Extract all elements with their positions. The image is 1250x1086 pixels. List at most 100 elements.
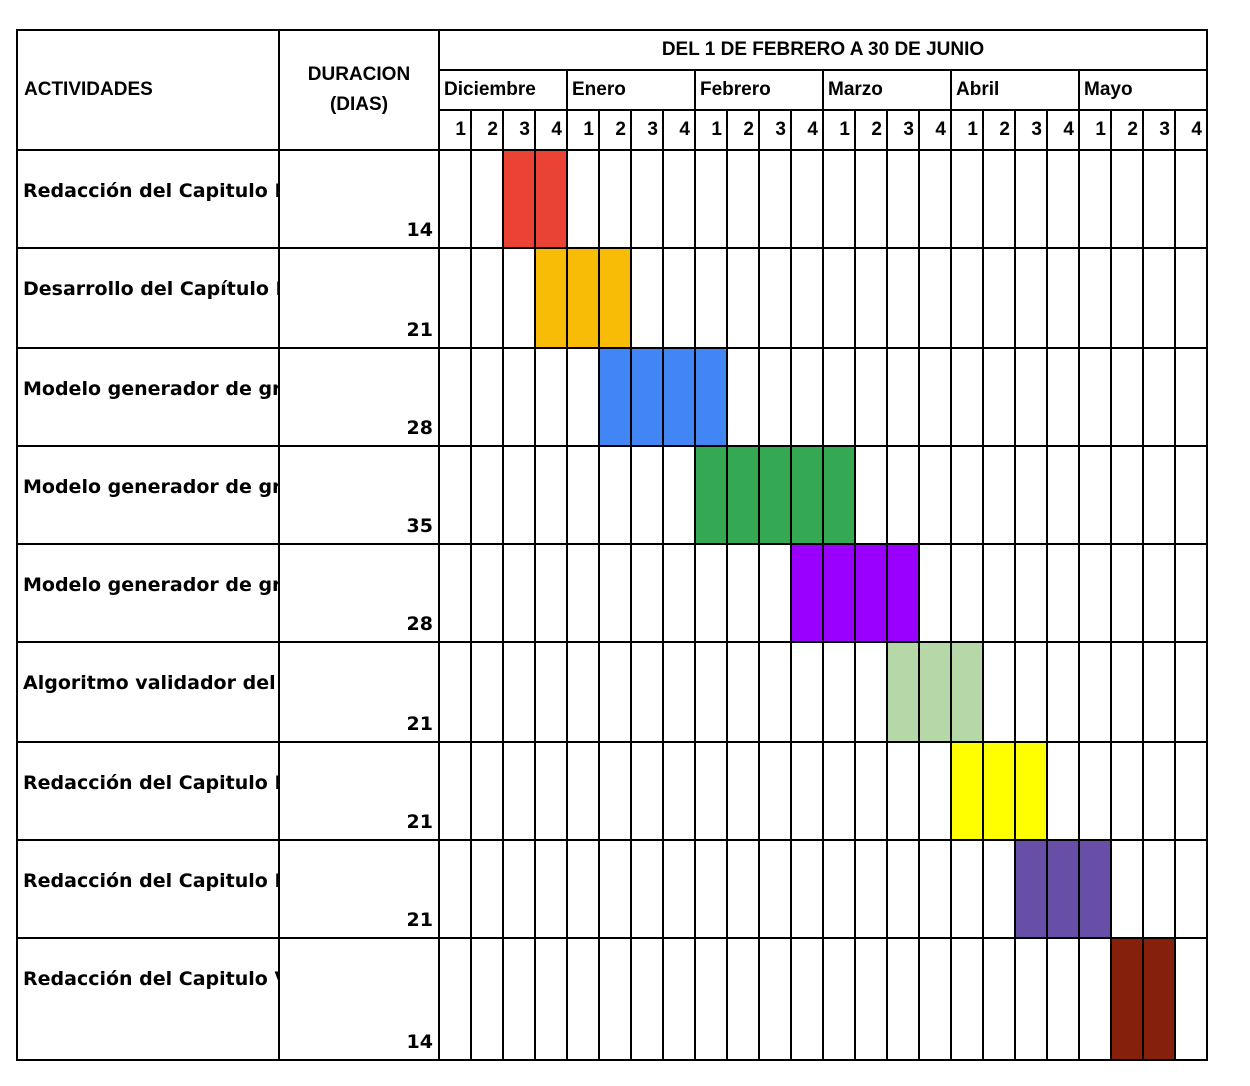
week-header: 4 bbox=[662, 109, 696, 151]
gantt-empty-cell bbox=[1014, 347, 1048, 447]
gantt-bar-segment bbox=[598, 347, 632, 447]
gantt-empty-cell bbox=[470, 543, 504, 643]
week-header: 3 bbox=[886, 109, 920, 151]
gantt-empty-cell bbox=[534, 347, 568, 447]
gantt-empty-cell bbox=[1078, 347, 1112, 447]
week-header: 3 bbox=[758, 109, 792, 151]
gantt-empty-cell bbox=[662, 149, 696, 249]
gantt-empty-cell bbox=[758, 543, 792, 643]
gantt-empty-cell bbox=[854, 445, 888, 545]
gantt-empty-cell bbox=[1174, 543, 1208, 643]
gantt-empty-cell bbox=[662, 445, 696, 545]
gantt-bar-segment bbox=[822, 445, 856, 545]
gantt-empty-cell bbox=[534, 937, 568, 1061]
gantt-bar-segment bbox=[534, 149, 568, 249]
gantt-empty-cell bbox=[1014, 543, 1048, 643]
gantt-empty-cell bbox=[598, 641, 632, 743]
gantt-empty-cell bbox=[822, 741, 856, 841]
gantt-bar-segment bbox=[1078, 839, 1112, 939]
gantt-empty-cell bbox=[790, 839, 824, 939]
gantt-empty-cell bbox=[566, 741, 600, 841]
gantt-empty-cell bbox=[1014, 937, 1048, 1061]
gantt-empty-cell bbox=[854, 641, 888, 743]
gantt-empty-cell bbox=[790, 247, 824, 349]
gantt-bar-segment bbox=[630, 347, 664, 447]
gantt-empty-cell bbox=[630, 543, 664, 643]
gantt-empty-cell bbox=[726, 741, 760, 841]
gantt-bar-segment bbox=[662, 347, 696, 447]
gantt-empty-cell bbox=[534, 641, 568, 743]
gantt-empty-cell bbox=[662, 543, 696, 643]
week-header: 4 bbox=[918, 109, 952, 151]
gantt-empty-cell bbox=[1174, 247, 1208, 349]
week-header: 2 bbox=[982, 109, 1016, 151]
gantt-empty-cell bbox=[534, 839, 568, 939]
month-header: Diciembre bbox=[438, 69, 568, 111]
gantt-empty-cell bbox=[502, 347, 536, 447]
gantt-empty-cell bbox=[982, 347, 1016, 447]
gantt-bar-segment bbox=[1142, 937, 1176, 1061]
gantt-empty-cell bbox=[1174, 149, 1208, 249]
task-row: Modelo generador de grafos Bipartitos35 bbox=[16, 445, 1208, 545]
gantt-empty-cell bbox=[1174, 445, 1208, 545]
gantt-empty-cell bbox=[1142, 839, 1176, 939]
gantt-empty-cell bbox=[950, 937, 984, 1061]
gantt-bar-segment bbox=[566, 247, 600, 349]
week-header: 2 bbox=[1110, 109, 1144, 151]
gantt-empty-cell bbox=[822, 247, 856, 349]
gantt-bar-segment bbox=[694, 347, 728, 447]
gantt-empty-cell bbox=[1142, 543, 1176, 643]
date-range-title: DEL 1 DE FEBRERO A 30 DE JUNIO bbox=[438, 29, 1208, 71]
gantt-empty-cell bbox=[950, 247, 984, 349]
gantt-empty-cell bbox=[598, 149, 632, 249]
gantt-empty-cell bbox=[630, 839, 664, 939]
gantt-empty-cell bbox=[886, 347, 920, 447]
task-name: Redacción del Capitulo II Marco Teórico bbox=[16, 149, 280, 249]
gantt-bar-segment bbox=[534, 247, 568, 349]
gantt-empty-cell bbox=[662, 839, 696, 939]
gantt-empty-cell bbox=[470, 741, 504, 841]
gantt-empty-cell bbox=[694, 641, 728, 743]
gantt-empty-cell bbox=[886, 839, 920, 939]
gantt-empty-cell bbox=[438, 247, 472, 349]
task-duration: 28 bbox=[278, 347, 440, 447]
task-row: Redacción del Capitulo III Marco Aplicat… bbox=[16, 741, 1208, 841]
gantt-empty-cell bbox=[1078, 937, 1112, 1061]
gantt-empty-cell bbox=[534, 445, 568, 545]
gantt-empty-cell bbox=[886, 741, 920, 841]
gantt-empty-cell bbox=[726, 543, 760, 643]
gantt-empty-cell bbox=[1078, 445, 1112, 545]
gantt-empty-cell bbox=[630, 641, 664, 743]
gantt-empty-cell bbox=[1046, 543, 1080, 643]
gantt-empty-cell bbox=[1046, 937, 1080, 1061]
gantt-empty-cell bbox=[1078, 741, 1112, 841]
gantt-empty-cell bbox=[662, 247, 696, 349]
gantt-empty-cell bbox=[854, 839, 888, 939]
task-name: Redacción del Capitulo V Conclusiones y … bbox=[16, 937, 280, 1061]
gantt-empty-cell bbox=[1142, 445, 1176, 545]
gantt-empty-cell bbox=[694, 149, 728, 249]
gantt-empty-cell bbox=[662, 641, 696, 743]
gantt-empty-cell bbox=[886, 247, 920, 349]
task-row: Modelo generador de grafos DAG28 bbox=[16, 347, 1208, 447]
gantt-empty-cell bbox=[1142, 347, 1176, 447]
gantt-bar-segment bbox=[1014, 839, 1048, 939]
task-name: Desarrollo del Capítulo III Marco Aplica… bbox=[16, 247, 280, 349]
week-header: 1 bbox=[950, 109, 984, 151]
gantt-bar-segment bbox=[1046, 839, 1080, 939]
gantt-empty-cell bbox=[982, 543, 1016, 643]
gantt-empty-cell bbox=[502, 839, 536, 939]
gantt-empty-cell bbox=[566, 839, 600, 939]
gantt-empty-cell bbox=[1078, 641, 1112, 743]
gantt-empty-cell bbox=[438, 839, 472, 939]
task-row: Algoritmo validador del modelo21 bbox=[16, 641, 1208, 743]
gantt-empty-cell bbox=[790, 149, 824, 249]
week-header: 1 bbox=[694, 109, 728, 151]
gantt-empty-cell bbox=[1014, 247, 1048, 349]
week-header: 2 bbox=[726, 109, 760, 151]
gantt-empty-cell bbox=[822, 839, 856, 939]
gantt-empty-cell bbox=[1142, 741, 1176, 841]
gantt-empty-cell bbox=[758, 839, 792, 939]
week-header: 2 bbox=[470, 109, 504, 151]
month-header: Enero bbox=[566, 69, 696, 111]
